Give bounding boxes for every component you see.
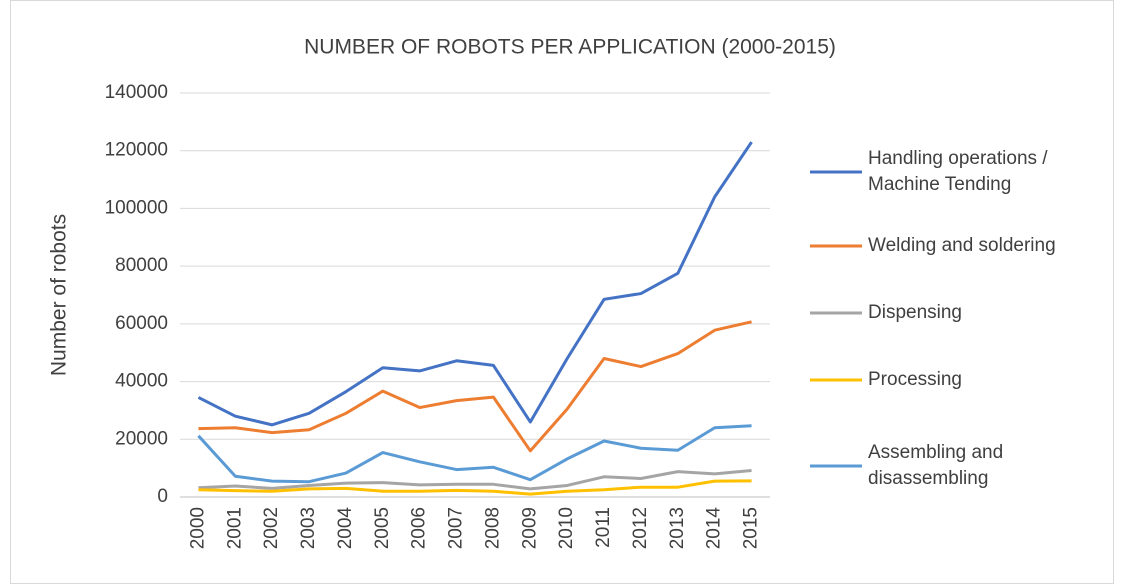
x-tick-label: 2008 <box>482 507 503 549</box>
x-tick-label: 2002 <box>261 507 282 549</box>
legend-label: Handling operations / Machine Tending <box>868 148 1048 195</box>
x-tick-label: 2007 <box>446 507 467 549</box>
y-tick-label: 0 <box>157 486 168 507</box>
legend-label: Processing <box>868 369 962 390</box>
x-tick-label: 2013 <box>667 507 688 549</box>
legend-label: Dispensing <box>868 302 962 323</box>
y-tick-label: 100000 <box>105 197 168 218</box>
chart-title: NUMBER OF ROBOTS PER APPLICATION (2000-2… <box>304 36 836 59</box>
series-line <box>197 141 753 427</box>
x-tick-label: 2003 <box>298 507 319 549</box>
x-tick-label: 2010 <box>556 507 577 549</box>
series-line <box>197 424 752 484</box>
y-tick-label: 80000 <box>115 255 168 276</box>
y-axis-label: Number of robots <box>48 214 71 376</box>
y-tick-label: 40000 <box>115 371 168 392</box>
y-tick-label: 60000 <box>115 313 168 334</box>
x-tick-label: 2009 <box>519 507 540 549</box>
y-tick-label: 20000 <box>115 428 168 449</box>
series-line <box>198 320 752 453</box>
x-tick-label: 2011 <box>593 507 614 548</box>
series-line <box>198 468 752 491</box>
x-tick-label: 2005 <box>372 507 393 549</box>
x-tick-label: 2004 <box>335 507 356 550</box>
x-tick-label: 2001 <box>224 507 245 549</box>
legend-label: Welding and soldering <box>868 235 1056 256</box>
x-tick-label: 2015 <box>741 507 762 549</box>
x-tick-label: 2012 <box>630 507 651 549</box>
chart-frame <box>10 0 1114 584</box>
x-tick-label: 2006 <box>409 507 430 549</box>
y-tick-label: 120000 <box>105 140 168 161</box>
x-tick-label: 2000 <box>187 507 208 549</box>
x-tick-label: 2014 <box>704 507 725 550</box>
legend-label: Assembling and disassembling <box>868 442 1003 489</box>
y-tick-label: 140000 <box>105 82 168 103</box>
series-line <box>198 479 752 496</box>
